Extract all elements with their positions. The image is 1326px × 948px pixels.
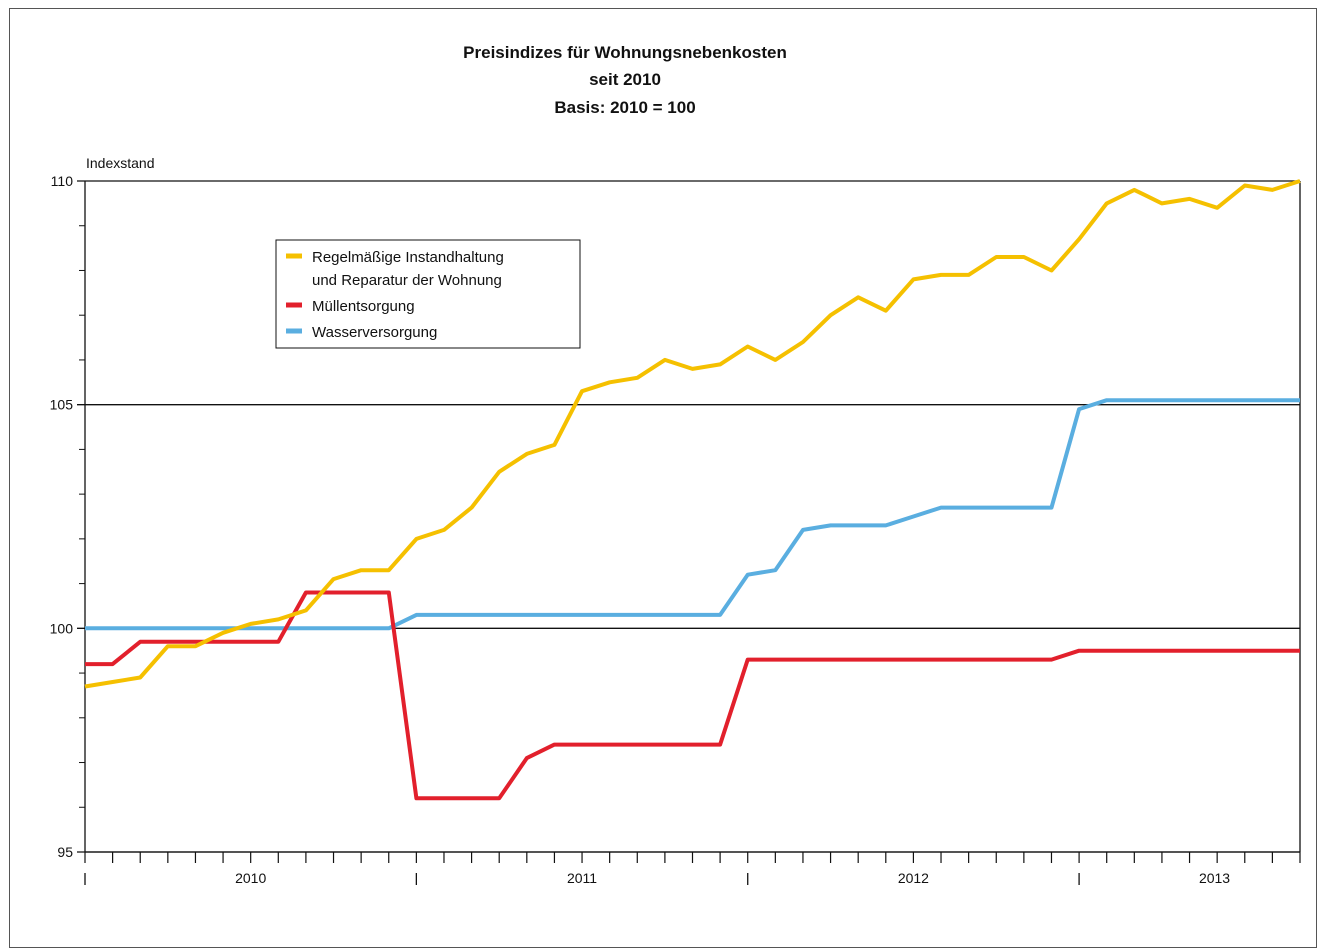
series-line-wasserversorgung — [85, 398, 1300, 631]
series-line-instandhaltung — [84, 179, 1301, 689]
y-tick-label-110: 110 — [51, 173, 74, 189]
axes: 95 100 105 110 2010 2011 2012 2013 — [50, 173, 1301, 886]
y-axis-label: Indexstand — [86, 155, 155, 171]
grid-lines — [77, 180, 1300, 853]
legend-label-muellentsorgung: Müllentsorgung — [312, 298, 415, 315]
x-year-label-2012: 2012 — [898, 870, 929, 886]
y-tick-label-100: 100 — [50, 620, 74, 636]
legend-label-instandhaltung-line-1: Regelmäßige Instandhaltung — [312, 249, 504, 266]
chart-title-line-2: seit 2010 — [589, 70, 661, 89]
y-tick-label-95: 95 — [57, 844, 73, 860]
legend-label-instandhaltung-line-2: und Reparatur der Wohnung — [312, 272, 502, 289]
legend-label-wasserversorgung: Wasserversorgung — [312, 324, 437, 341]
chart-title-line-1: Preisindizes für Wohnungsnebenkosten — [463, 43, 787, 62]
x-year-label-2011: 2011 — [567, 870, 597, 886]
y-tick-label-105: 105 — [50, 397, 74, 413]
chart-title-line-3: Basis: 2010 = 100 — [554, 98, 695, 117]
series-lines — [84, 179, 1301, 801]
legend: Regelmäßige Instandhaltung und Reparatur… — [275, 239, 581, 349]
x-year-label-2013: 2013 — [1199, 870, 1230, 886]
series-line-muellentsorgung — [85, 590, 1300, 801]
legend-box — [275, 239, 581, 349]
x-year-label-2010: 2010 — [235, 870, 266, 886]
